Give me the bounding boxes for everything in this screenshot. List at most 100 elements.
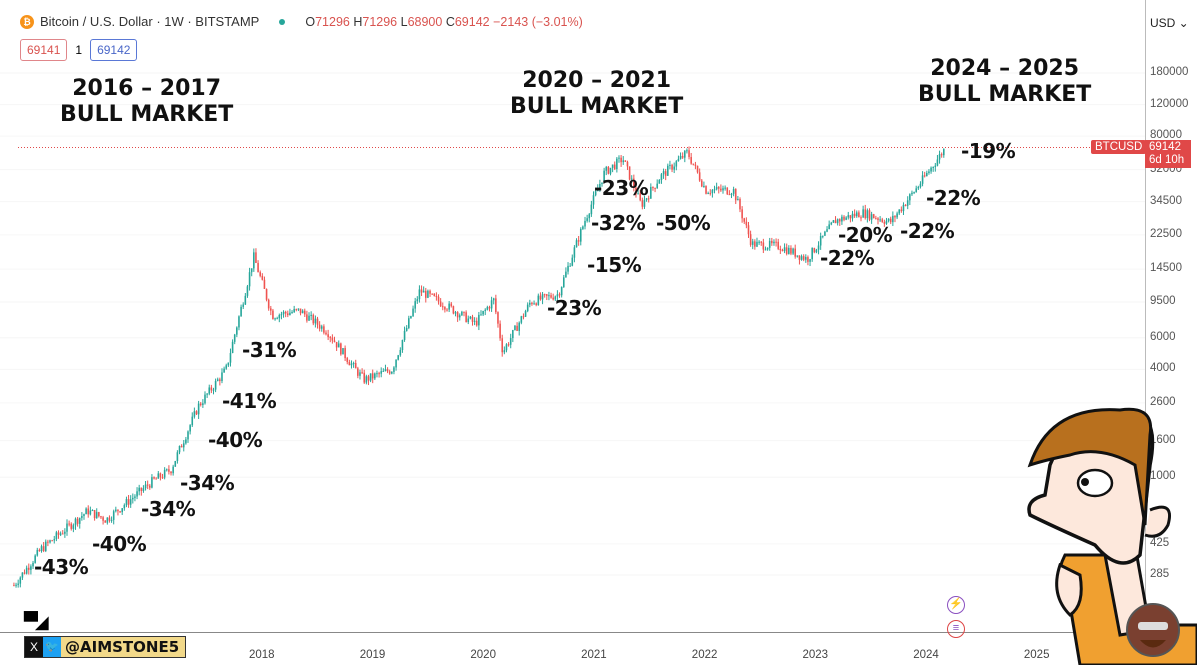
candle-body — [613, 164, 616, 170]
candle-body — [297, 308, 300, 310]
candle-body — [726, 187, 729, 195]
candle-body — [565, 271, 567, 278]
candle-body — [900, 209, 903, 212]
candle-body — [605, 167, 608, 171]
candle-body — [550, 295, 552, 298]
us-flag-event-icon[interactable]: ≡ — [947, 620, 965, 638]
buy-price-button[interactable]: 69142 — [90, 39, 138, 61]
candle-body — [380, 371, 383, 374]
candle-body — [669, 164, 671, 166]
sell-price-button[interactable]: 69141 — [20, 39, 68, 61]
candlestick-chart[interactable] — [0, 0, 1145, 632]
candle-body — [174, 461, 177, 467]
candle-body — [630, 178, 633, 180]
candle-body — [796, 255, 799, 257]
candle-body — [314, 318, 317, 324]
price-axis-label: 180000 — [1150, 66, 1189, 78]
candle-body — [847, 215, 850, 218]
candle-body — [611, 164, 614, 168]
candle-body — [397, 355, 399, 360]
candle-body — [202, 403, 204, 405]
candle-body — [599, 183, 601, 189]
candle-body — [641, 200, 644, 207]
candle-body — [329, 337, 332, 339]
candle-body — [539, 295, 542, 300]
candle-body — [100, 516, 102, 518]
candle-body — [395, 359, 397, 368]
candle-body — [558, 294, 561, 296]
candle-body — [478, 314, 480, 326]
candle-body — [853, 213, 856, 217]
candle-body — [331, 337, 334, 341]
time-axis-label: 2020 — [470, 649, 496, 661]
candle-body — [78, 517, 81, 524]
candle-body — [165, 469, 168, 471]
candle-body — [728, 194, 731, 196]
lightning-event-icon[interactable]: ⚡ — [947, 596, 965, 614]
candle-body — [720, 188, 722, 191]
candle-body — [879, 219, 881, 221]
candle-body — [541, 294, 544, 300]
candle-body — [675, 161, 678, 167]
candle-body — [408, 318, 410, 328]
candle-body — [932, 167, 934, 169]
candle-body — [146, 484, 149, 486]
x-logo-icon: X — [25, 637, 43, 657]
candle-body — [535, 303, 537, 305]
candle-body — [926, 172, 928, 177]
candle-body — [573, 247, 576, 258]
candle-body — [851, 213, 854, 219]
candle-body — [771, 240, 773, 244]
candle-body — [64, 531, 66, 534]
candle-body — [376, 373, 378, 375]
candle-body — [83, 514, 85, 517]
candle-body — [66, 523, 68, 532]
symbol-title[interactable]: Bitcoin / U.S. Dollar · 1W · BITSTAMP — [40, 14, 260, 29]
candle-body — [828, 224, 830, 230]
candle-body — [830, 222, 833, 225]
candle-body — [915, 188, 918, 193]
candle-body — [195, 411, 198, 415]
candle-body — [170, 471, 172, 474]
candle-body — [781, 250, 784, 252]
candle-body — [240, 306, 242, 317]
candle-body — [490, 300, 493, 309]
currency-selector[interactable]: USD ⌄ — [1150, 16, 1189, 30]
candle-body — [560, 287, 563, 296]
candle-body — [928, 171, 930, 173]
candle-body — [673, 166, 675, 170]
candle-body — [484, 309, 487, 311]
candle-body — [497, 312, 499, 324]
candle-body — [596, 188, 599, 192]
candle-body — [295, 309, 298, 311]
price-axis-label: 425 — [1150, 536, 1170, 549]
candle-body — [127, 499, 130, 505]
candle-body — [609, 167, 612, 174]
candle-body — [811, 247, 813, 260]
candle-body — [624, 160, 627, 162]
candle-body — [244, 295, 247, 305]
candle-body — [369, 373, 372, 381]
candle-body — [469, 316, 472, 319]
candle-body — [826, 229, 828, 232]
candle-body — [91, 510, 94, 512]
candle-body — [441, 306, 444, 308]
candle-body — [575, 240, 578, 248]
candle-body — [161, 477, 164, 479]
candle-body — [788, 247, 790, 254]
candle-body — [671, 164, 673, 170]
drawdown-label: -50% — [656, 211, 711, 235]
price-axis-line — [1145, 0, 1146, 632]
candle-body — [348, 362, 351, 366]
candle-body — [129, 499, 132, 505]
candle-body — [427, 290, 429, 298]
candle-body — [700, 180, 703, 187]
candle-body — [384, 369, 387, 371]
candle-body — [448, 303, 450, 310]
candle-body — [802, 256, 805, 260]
candle-body — [463, 311, 465, 313]
candle-body — [764, 249, 767, 251]
candle-body — [208, 387, 211, 394]
candle-body — [446, 309, 448, 311]
candle-body — [645, 198, 648, 200]
